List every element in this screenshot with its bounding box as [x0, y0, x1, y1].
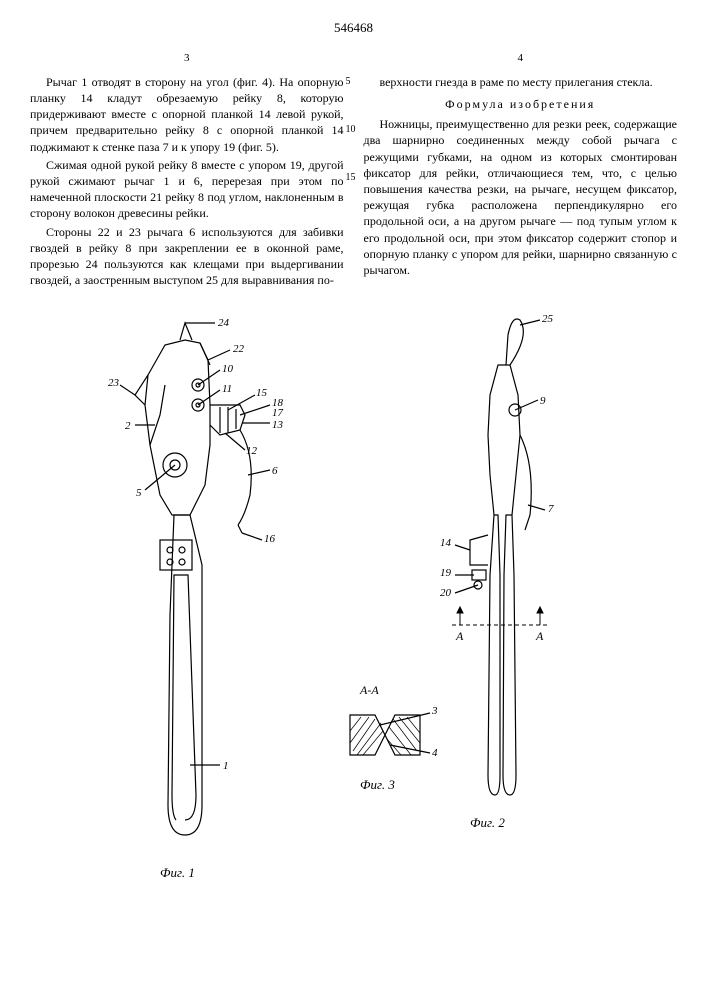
- fig2-label: Фиг. 2: [470, 815, 505, 831]
- line-number: 5: [346, 76, 351, 87]
- line-number: 15: [346, 172, 356, 183]
- ref-num: 9: [540, 395, 546, 407]
- figure-2-drawing: [420, 315, 600, 815]
- paragraph: Рычаг 1 отводят в сторону на угол (фиг. …: [30, 74, 344, 155]
- ref-num: 23: [108, 377, 119, 389]
- column-number: 3: [30, 51, 344, 66]
- ref-num: 15: [256, 387, 267, 399]
- ref-num: 10: [222, 363, 233, 375]
- fig3-label: Фиг. 3: [360, 777, 395, 793]
- left-column: 3 Рычаг 1 отводят в сторону на угол (фиг…: [30, 51, 344, 290]
- section-title: А-А: [360, 683, 379, 698]
- ref-num: 7: [548, 503, 554, 515]
- ref-num: 16: [264, 533, 275, 545]
- line-number: 10: [346, 124, 356, 135]
- ref-num: 14: [440, 537, 451, 549]
- ref-num: 24: [218, 317, 229, 329]
- figures-area: 24 22 23 2 5 10 11 15 18 17 13 12 6 16 1…: [30, 305, 677, 945]
- right-column: 4 верхности гнезда в раме по месту приле…: [364, 51, 678, 290]
- section-arrow-label: А: [456, 629, 463, 644]
- patent-number: 546468: [30, 20, 677, 36]
- ref-num: 13: [272, 419, 283, 431]
- ref-num: 5: [136, 487, 142, 499]
- figure-1-drawing: [90, 315, 320, 855]
- ref-num: 19: [440, 567, 451, 579]
- fig1-label: Фиг. 1: [160, 865, 195, 881]
- paragraph: верхности гнезда в раме по месту прилега…: [364, 74, 678, 90]
- ref-num: 20: [440, 587, 451, 599]
- ref-num: 1: [223, 760, 229, 772]
- ref-num: 2: [125, 420, 131, 432]
- ref-num: 22: [233, 343, 244, 355]
- paragraph: Сжимая одной рукой рейку 8 вместе с упор…: [30, 157, 344, 222]
- formula-text: Ножницы, преимущественно для резки реек,…: [364, 116, 678, 278]
- ref-num: 12: [246, 445, 257, 457]
- text-columns: 3 Рычаг 1 отводят в сторону на угол (фиг…: [30, 51, 677, 290]
- column-number: 4: [364, 51, 678, 66]
- ref-num: 25: [542, 313, 553, 325]
- ref-num: 3: [432, 705, 438, 717]
- paragraph: Стороны 22 и 23 рычага 6 используются дл…: [30, 224, 344, 289]
- figure-3-drawing: [335, 695, 445, 785]
- ref-num: 6: [272, 465, 278, 477]
- ref-num: 11: [222, 383, 232, 395]
- formula-title: Формула изобретения: [364, 96, 678, 112]
- ref-num: 17: [272, 407, 283, 419]
- section-arrow-label: А: [536, 629, 543, 644]
- ref-num: 4: [432, 747, 438, 759]
